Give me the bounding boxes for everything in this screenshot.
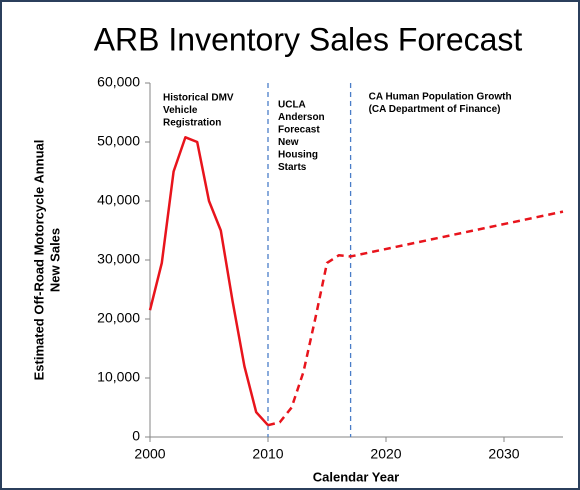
x-tick-label: 2020 (370, 446, 401, 462)
annotation: (CA Department of Finance) (369, 104, 501, 115)
y-tick-label: 30,000 (97, 251, 140, 267)
y-tick-label: 0 (132, 428, 140, 444)
annotation: Housing (278, 150, 318, 161)
annotation: Registration (163, 118, 221, 129)
series-line (148, 136, 269, 427)
y-axis-label: New Sales (47, 228, 62, 292)
y-tick-label: 60,000 (97, 74, 140, 90)
annotation: Historical DMV (163, 93, 234, 104)
series-line (267, 210, 564, 427)
x-axis-label: Calendar Year (313, 469, 399, 484)
chart-title: ARB Inventory Sales Forecast (94, 21, 523, 57)
x-tick-label: 2010 (252, 446, 283, 462)
y-axis-label: Estimated Off-Road Motorcycle Annual (31, 140, 46, 381)
annotation: CA Human Population Growth (369, 92, 512, 103)
annotation: Vehicle (163, 105, 198, 116)
y-tick-label: 10,000 (97, 369, 140, 385)
y-tick-label: 20,000 (97, 310, 140, 326)
x-tick-label: 2030 (488, 446, 519, 462)
x-tick-label: 2000 (134, 446, 165, 462)
annotation: Anderson (278, 112, 325, 123)
y-tick-label: 40,000 (97, 192, 140, 208)
annotation: Starts (278, 162, 307, 173)
y-tick-label: 50,000 (97, 133, 140, 149)
annotation: New (278, 137, 299, 148)
annotation: Forecast (278, 125, 320, 136)
annotation: UCLA (278, 100, 306, 111)
